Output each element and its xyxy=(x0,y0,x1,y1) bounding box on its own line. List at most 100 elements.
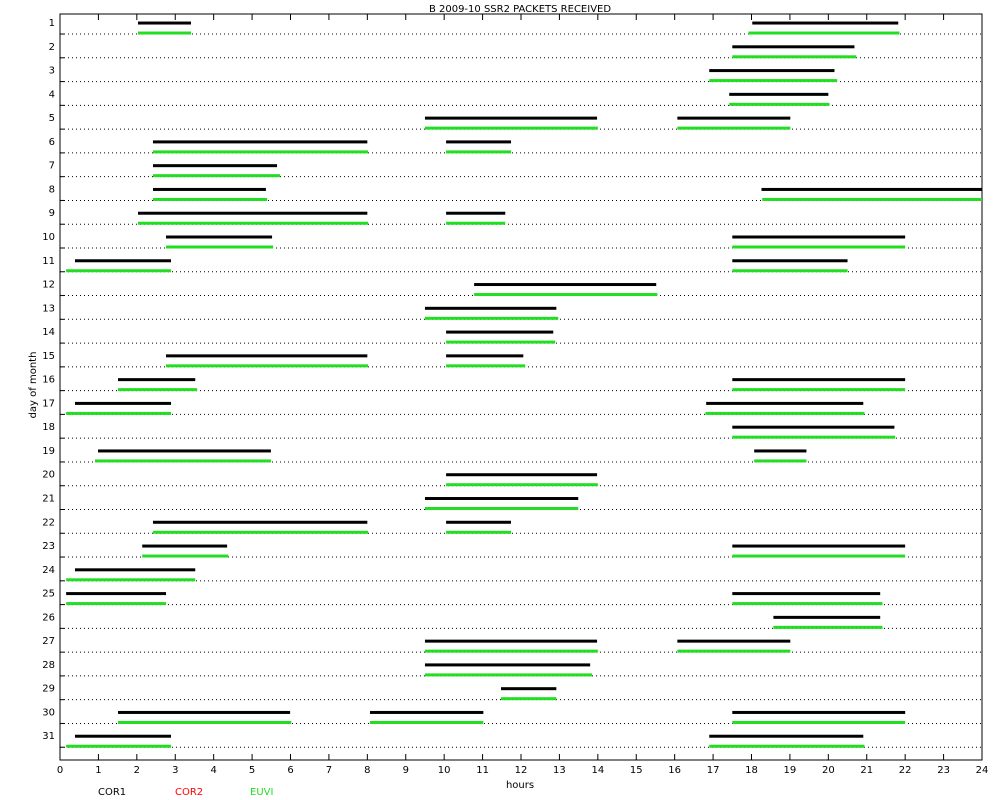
y-tick-label: 11 xyxy=(42,256,55,267)
interval-bar xyxy=(74,568,196,572)
interval-bar xyxy=(677,126,791,130)
y-tick-label: 15 xyxy=(42,351,55,362)
interval-bar xyxy=(74,734,172,738)
interval-bar xyxy=(732,554,906,558)
y-tick-label: 7 xyxy=(49,161,55,172)
interval-bar xyxy=(446,330,554,334)
interval-bar xyxy=(424,639,598,643)
interval-bar xyxy=(732,259,848,263)
y-tick-label: 24 xyxy=(42,565,55,576)
interval-bar xyxy=(152,187,266,191)
interval-bar xyxy=(754,459,807,463)
x-tick-label: 8 xyxy=(364,765,370,776)
x-tick-label: 21 xyxy=(860,765,873,776)
interval-bar xyxy=(424,316,559,320)
interval-bar xyxy=(732,602,883,606)
interval-bar xyxy=(732,269,848,273)
interval-bar xyxy=(709,79,838,83)
x-tick-label: 22 xyxy=(899,765,912,776)
x-tick-label: 0 xyxy=(57,765,63,776)
interval-bar xyxy=(752,21,899,25)
y-tick-label: 25 xyxy=(42,589,55,600)
interval-bar xyxy=(732,425,895,429)
interval-bar xyxy=(732,544,906,548)
y-tick-label: 3 xyxy=(49,66,55,77)
y-tick-label: 17 xyxy=(42,398,55,409)
y-tick-label: 4 xyxy=(49,89,55,100)
interval-bar xyxy=(732,245,906,249)
interval-bar xyxy=(152,150,369,154)
x-tick-label: 3 xyxy=(172,765,178,776)
interval-bar xyxy=(474,283,657,287)
x-tick-label: 12 xyxy=(515,765,528,776)
interval-bar xyxy=(773,625,883,629)
y-tick-label: 14 xyxy=(42,327,55,338)
interval-bar xyxy=(370,720,484,724)
interval-bar xyxy=(709,734,864,738)
y-tick-label: 29 xyxy=(42,684,55,695)
y-tick-label: 21 xyxy=(42,493,55,504)
x-tick-label: 15 xyxy=(630,765,643,776)
interval-bar xyxy=(677,116,791,120)
interval-bar xyxy=(66,411,172,415)
y-tick-label: 13 xyxy=(42,303,55,314)
interval-bar xyxy=(66,269,172,273)
interval-bar xyxy=(66,744,172,748)
interval-bar xyxy=(424,673,593,677)
interval-bar xyxy=(706,401,864,405)
x-tick-label: 13 xyxy=(553,765,566,776)
x-tick-label: 4 xyxy=(210,765,216,776)
interval-bar xyxy=(424,126,598,130)
legend-label: COR1 xyxy=(98,787,126,798)
x-tick-label: 17 xyxy=(707,765,720,776)
x-tick-label: 5 xyxy=(249,765,255,776)
interval-bar xyxy=(446,473,598,477)
interval-bar xyxy=(677,639,791,643)
interval-bar xyxy=(446,340,556,344)
y-tick-label: 22 xyxy=(42,517,55,528)
interval-bar xyxy=(152,197,268,201)
interval-bar xyxy=(677,649,791,653)
interval-bar xyxy=(152,174,281,178)
interval-bar xyxy=(118,710,291,714)
interval-bar xyxy=(732,235,906,239)
y-tick-label: 16 xyxy=(42,375,55,386)
y-tick-label: 28 xyxy=(42,660,55,671)
interval-bar xyxy=(98,449,271,453)
interval-bar xyxy=(118,378,196,382)
x-axis-label: hours xyxy=(506,780,534,791)
interval-bar xyxy=(709,744,865,748)
interval-bar xyxy=(424,116,598,120)
interval-bar xyxy=(166,235,273,239)
interval-bar xyxy=(74,259,172,263)
x-tick-label: 9 xyxy=(403,765,409,776)
interval-bar xyxy=(137,21,192,25)
x-tick-label: 19 xyxy=(784,765,797,776)
interval-bar xyxy=(732,378,906,382)
interval-bar xyxy=(137,221,369,225)
y-tick-label: 30 xyxy=(42,707,55,718)
interval-bar xyxy=(142,544,228,548)
y-tick-label: 12 xyxy=(42,280,55,291)
y-tick-label: 6 xyxy=(49,137,55,148)
x-tick-label: 24 xyxy=(976,765,989,776)
y-tick-label: 10 xyxy=(42,232,55,243)
interval-bar xyxy=(137,31,192,35)
interval-bar xyxy=(118,388,198,392)
x-tick-label: 18 xyxy=(745,765,758,776)
interval-bar xyxy=(773,615,881,619)
y-tick-label: 26 xyxy=(42,612,55,623)
interval-bar xyxy=(446,364,526,368)
interval-bar xyxy=(152,140,368,144)
interval-bar xyxy=(142,554,229,558)
x-tick-label: 1 xyxy=(95,765,101,776)
interval-bar xyxy=(709,69,835,73)
interval-bar xyxy=(66,578,196,582)
interval-bar xyxy=(137,211,368,215)
x-tick-label: 6 xyxy=(287,765,293,776)
interval-bar xyxy=(761,187,982,191)
x-tick-label: 11 xyxy=(476,765,489,776)
interval-bar xyxy=(446,150,512,154)
interval-bar xyxy=(732,435,896,439)
